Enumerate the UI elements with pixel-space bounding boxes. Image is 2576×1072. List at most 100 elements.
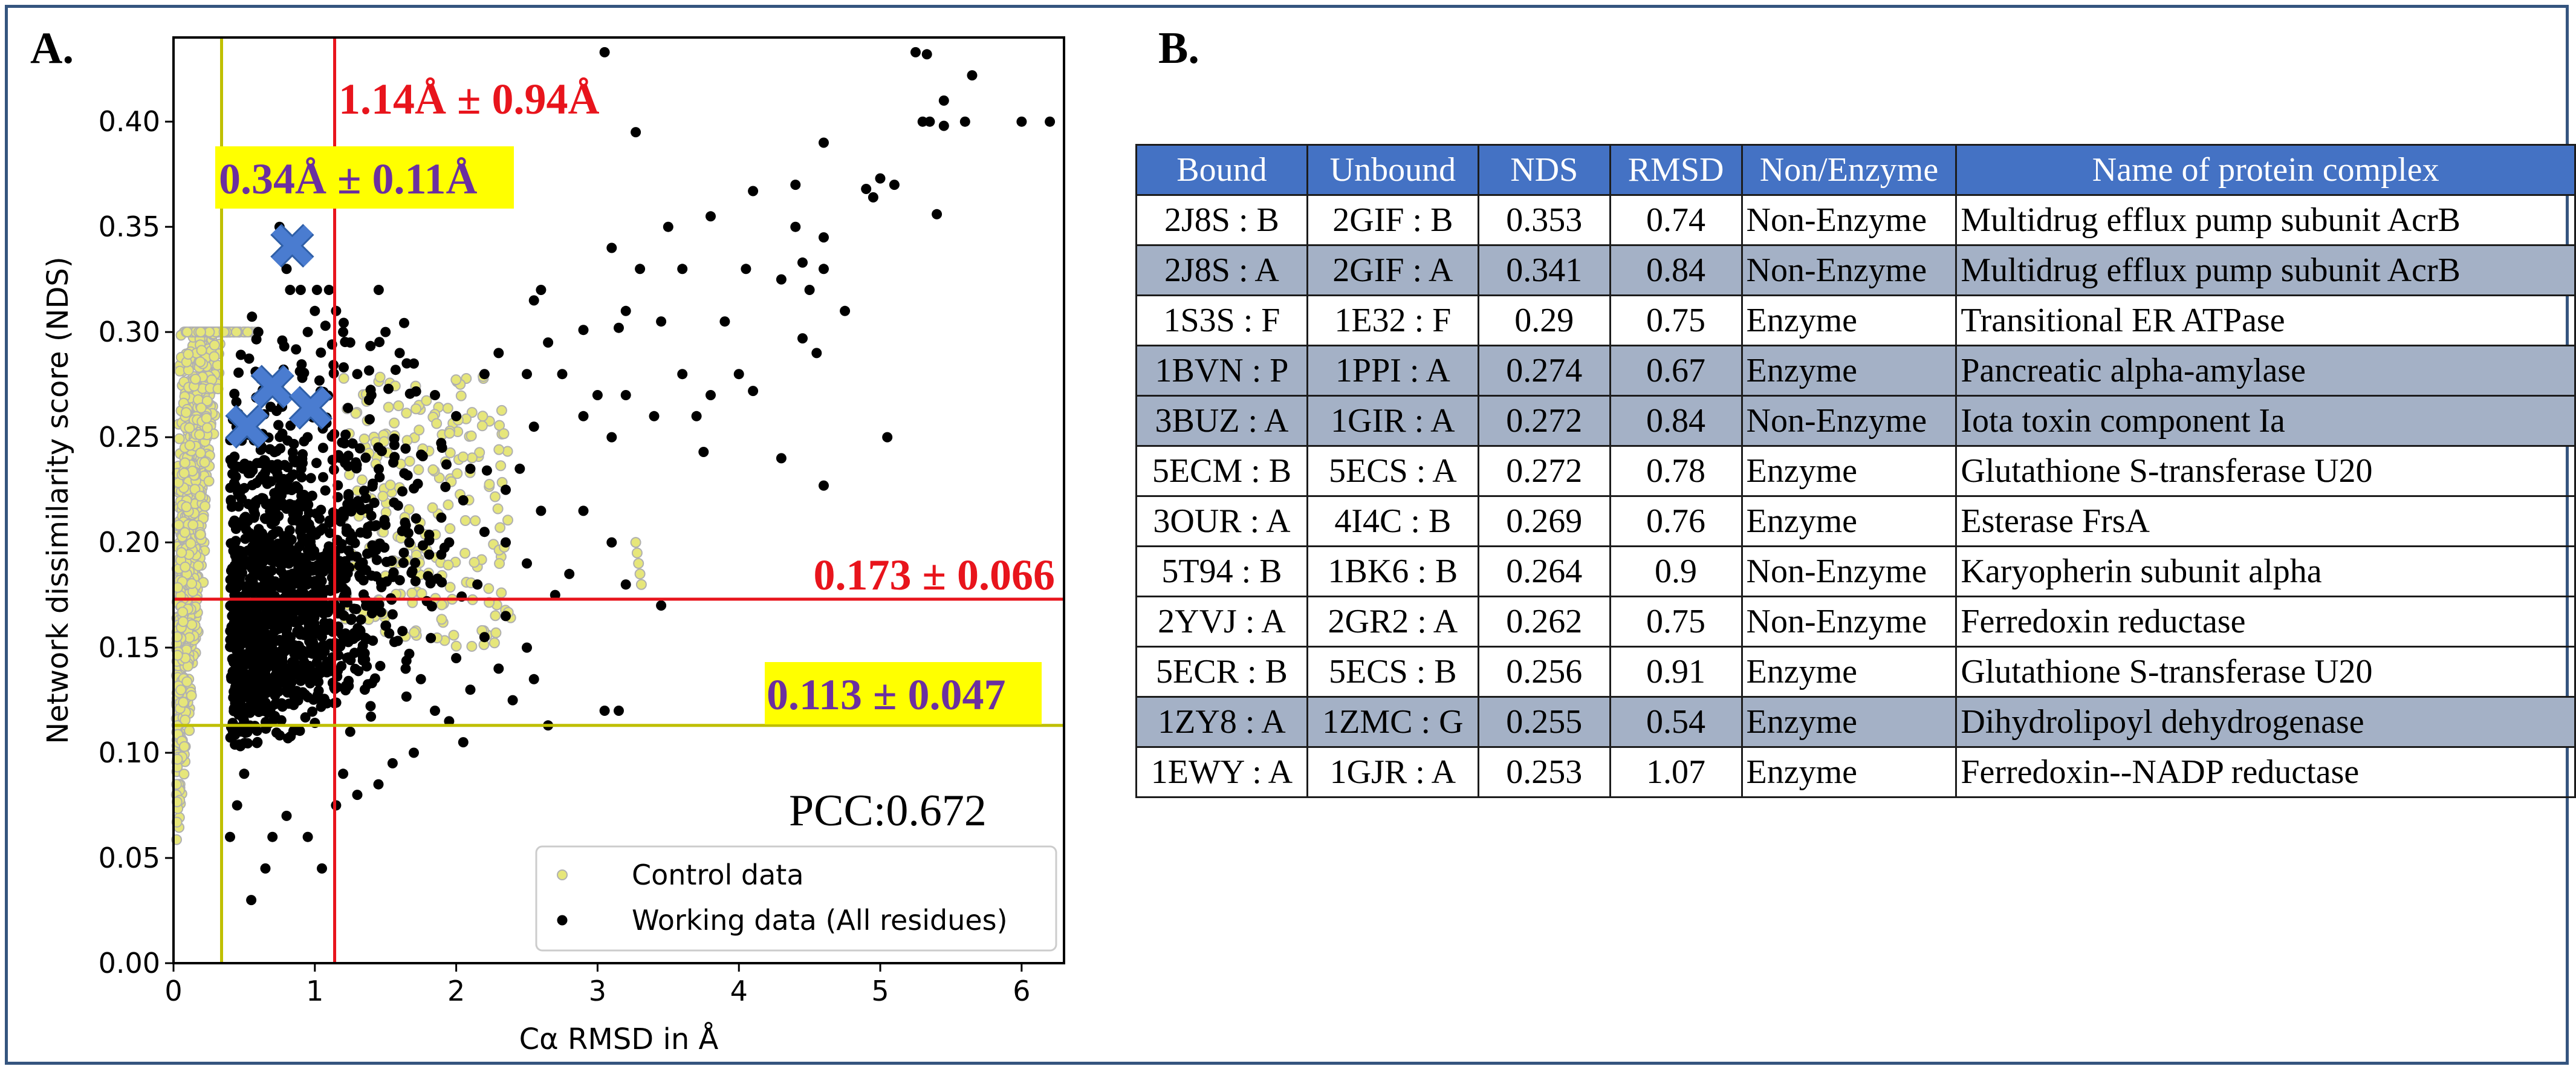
table-cell: 3BUZ : A [1135,395,1308,447]
working-point [804,285,815,295]
control-point [442,403,453,414]
control-point [186,578,198,590]
control-point [193,560,204,571]
working-point [291,548,302,559]
table-cell: 4I4C : B [1306,495,1479,547]
working-point [465,684,476,695]
table-cell: 2YVJ : A [1135,596,1308,648]
working-point [232,557,242,568]
working-point [397,626,408,637]
control-point [450,640,462,652]
table-cell: 0.91 [1609,646,1743,698]
table-row: 5ECR : B 5ECS : B 0.256 0.91 Enzyme Glutathio… [1135,646,2576,698]
working-point [336,629,347,640]
working-point [307,631,317,642]
working-point [225,495,236,505]
working-point [255,553,265,564]
table-cell: 0.274 [1477,345,1611,397]
working-point [297,458,308,469]
working-point [677,369,688,380]
working-point [277,428,288,439]
table-row: 1S3S : F 1E32 : F 0.29 0.75 Enzyme Transition… [1135,294,2576,346]
table-cell: Karyopherin subunit alpha [1955,545,2576,597]
working-point [322,657,333,668]
working-point [401,691,412,702]
working-point [319,694,329,704]
control-point [495,460,507,472]
y-tick-label: 0.00 [99,947,160,979]
table-cell: 0.255 [1477,696,1611,748]
table-cell: Enzyme [1741,294,1958,346]
table-cell: Enzyme [1741,646,1958,698]
table-cell: 0.262 [1477,596,1611,648]
working-point [528,674,539,684]
legend: Control data Working data (All residues) [535,845,1057,952]
working-point [249,690,259,701]
working-point [285,285,296,295]
working-point [444,537,455,548]
working-point [479,632,490,643]
table-row: 1BVN : P 1PPI : A 0.274 0.67 Enzyme Pancreati… [1135,345,2576,397]
working-point [265,703,276,714]
table-header-cell: Non/Enzyme [1741,144,1958,196]
vertical-red-line-label: 1.14Å ± 0.94Å [339,75,600,123]
control-point [184,440,196,451]
working-point [706,211,716,222]
y-tick-label: 0.30 [99,316,160,348]
working-point [441,459,452,470]
table-row: 5ECM : B 5ECS : A 0.272 0.78 Enzyme Glutathio… [1135,445,2576,497]
table-header-cell: RMSD [1609,144,1743,196]
yellow-label-box [765,662,1042,724]
working-point [320,485,331,496]
working-point [819,232,829,243]
working-point [352,790,363,801]
working-point [319,608,329,619]
working-point [267,529,278,540]
highlight-x-marker [288,386,333,430]
table-cell: 1ZMC : G [1306,696,1479,748]
working-point [399,317,409,328]
control-point [476,420,488,432]
working-point [271,406,282,417]
working-point [295,285,306,295]
working-point [313,671,323,681]
control-point [496,587,507,599]
control-point [178,467,190,479]
working-point [310,305,320,316]
control-point [177,616,189,628]
working-point [397,486,408,497]
table-cell: Transitional ER ATPase [1955,294,2576,346]
working-point [251,643,262,654]
working-point [256,541,267,551]
working-point [267,831,278,842]
working-point [748,186,759,197]
working-point [479,527,490,538]
working-point [279,574,290,585]
working-point [375,577,386,588]
working-point [440,481,451,492]
working-point [325,528,335,538]
working-point [352,369,363,380]
working-point [251,726,262,736]
control-point [200,501,211,512]
table-cell: 2GR2 : A [1306,596,1479,648]
control-point [634,568,646,580]
control-point [181,501,192,513]
working-point [472,579,483,590]
working-point [232,582,242,593]
control-point [209,351,220,362]
control-point [466,641,478,652]
working-point [285,632,296,643]
table-cell: 1EWY : A [1135,746,1308,798]
working-point [436,443,447,453]
working-point [232,800,242,811]
working-point [514,463,525,474]
working-point [239,738,250,749]
working-point [522,558,532,569]
working-point [394,348,405,359]
working-point [635,264,646,274]
vertical-yellow-line-label: 0.34Å ± 0.11Å [219,155,478,203]
table-cell: 2GIF : A [1306,244,1479,296]
control-point [179,527,190,538]
working-point [543,337,554,348]
